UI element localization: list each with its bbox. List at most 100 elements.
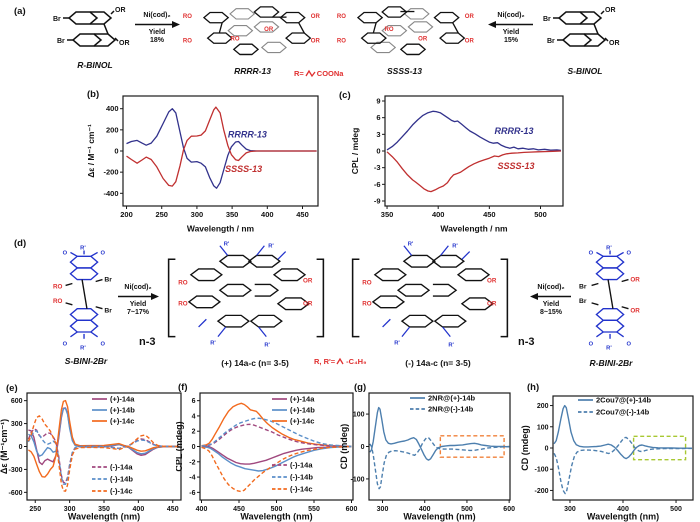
r-binol-structure: Br Br OR OR (53, 7, 130, 47)
or-label: OR (115, 7, 126, 14)
y-tick-label: -2 (189, 459, 195, 466)
x-tick-label: 400 (196, 506, 208, 513)
x-tick-label: 250 (155, 210, 168, 219)
alkyl-zigzag-icon (305, 69, 316, 78)
cpl-spectrum-chart-f: 400 450 500 550 600 -6 -4 -2 0 2 4 6 Wavelength (nm)… (174, 383, 360, 522)
r-prime-label: R' (210, 340, 216, 346)
series-(+)-14a (201, 445, 352, 465)
y-tick-label: 0 (361, 444, 365, 451)
reaction-arrow-d2: Ni(cod)₂ Yield 8~15% (528, 284, 574, 317)
y-axis-label: CPL / mdeg (350, 128, 360, 175)
x-tick-label: 400 (419, 506, 431, 513)
x-axis-label: Wavelength (nm) (68, 512, 140, 522)
plot-frame (384, 95, 564, 207)
r-rprime-definition: R, R'= -C₄H₉ (314, 357, 366, 366)
x-tick-label: 600 (503, 506, 515, 513)
chart-canvas-c: 350 400 450 500 -9 -6 -3 0 3 6 9 Wavelength / nm CPL… (350, 95, 564, 234)
ssss-13-structure: RO RO RO OR OR OR (337, 6, 475, 56)
y-tick-label: 100 (353, 412, 365, 419)
br-label: Br (104, 277, 112, 284)
y-tick-label: -100 (350, 476, 364, 483)
oxygen-label: O (589, 342, 594, 348)
r-prime-label: R' (264, 342, 270, 348)
chart-canvas-g: 300 400 500 600 -100 0 100 Wavelength (nm) CD (m… (339, 392, 515, 522)
ro-label: RO (53, 298, 63, 305)
s-bini-2br-name: S-BINI-2Br (64, 356, 108, 366)
arrow-right-icon (118, 293, 159, 301)
y-tick-label: 100 (537, 424, 549, 431)
r-prime-label: R' (268, 244, 274, 250)
legend-label: (+)-14a (110, 395, 135, 404)
curve-annotation: RRRR-13 (494, 126, 533, 136)
legend-label: (-)-14c (290, 485, 313, 494)
reaction-arrow-a1: Ni(cod)₂ Yield 18% (133, 12, 181, 45)
x-tick-label: 400 (432, 210, 445, 219)
series-RRRR-13 (386, 110, 562, 152)
r-bini-2br-name: R-BINI-2Br (589, 358, 633, 368)
reagent-label: Ni(cod)₂ (497, 12, 525, 19)
legend-label: 2Cou7@(-)-14b (596, 408, 650, 417)
or-label: OR (311, 14, 321, 20)
x-tick-label: 350 (98, 506, 110, 513)
or-label: OR (630, 277, 640, 284)
series-(-)-14b (201, 417, 352, 448)
y-tick-label: 6 (192, 398, 196, 405)
chart-canvas-e: 250 300 350 400 450 -600 -300 0 300 600 Wavelength… (0, 392, 182, 522)
ro-label: RO (183, 38, 192, 44)
y-tick-label: -9 (374, 197, 381, 206)
y-tick-label: 3 (376, 130, 380, 139)
series-(-)-14a (201, 423, 352, 448)
y-tick-label: 0 (376, 147, 380, 156)
r-prime-label: R' (448, 342, 454, 348)
legend-label: 2Cou7@(+)-14b (596, 396, 651, 405)
x-tick-label: 350 (381, 210, 394, 219)
arrow-left-icon (488, 21, 533, 29)
ssss-13-name: SSSS-13 (387, 66, 422, 76)
br-label: Br (579, 283, 587, 290)
y-tick-label: -200 (534, 488, 548, 495)
y-axis-label: Δε / M⁻¹ cm⁻¹ (86, 124, 96, 178)
r-prime-label: R' (452, 244, 458, 250)
y-axis-label: CD (mdeg) (340, 424, 349, 470)
cd-spectrum-chart-g: 300 400 500 600 -100 0 100 Wavelength (nm) CD (m… (339, 383, 532, 522)
series-2Cou7@(+)-14b (553, 404, 692, 460)
y-tick-label: 0 (114, 147, 118, 156)
x-tick-label: 200 (120, 210, 133, 219)
or-label: OR (119, 40, 130, 47)
or-label: OR (465, 14, 475, 20)
ro-label: RO (178, 279, 188, 286)
ro-label: RO (362, 301, 372, 308)
plus-14-name: (+) 14a-c (n= 3-5) (221, 358, 289, 368)
oxygen-label: O (627, 250, 632, 256)
legend-label: (-)-14b (290, 473, 313, 482)
panel-b-label: (b) (87, 89, 100, 100)
series-(-)-14a (27, 428, 180, 484)
y-tick-label: -6 (189, 490, 195, 497)
or-label: OR (418, 36, 428, 42)
legend-label: (+)-14a (290, 395, 315, 404)
y-tick-label: -300 (8, 467, 22, 474)
arrow-right-icon (135, 21, 180, 29)
ro-label: RO (337, 38, 346, 44)
ro-label: RO (178, 301, 188, 308)
panel-c-label: (c) (339, 90, 351, 101)
reaction-arrow-a2: Ni(cod)₂ Yield 15% (486, 12, 536, 45)
y-tick-label: -400 (103, 189, 118, 198)
panel-a-label: (a) (14, 6, 26, 17)
series-2NR@(-)-14b (369, 436, 510, 490)
x-tick-label: 400 (133, 506, 145, 513)
highlight-box (632, 435, 687, 461)
x-tick-label: 300 (64, 506, 76, 513)
y-tick-label: 4 (192, 413, 196, 420)
x-tick-label: 600 (346, 506, 358, 513)
br-label: Br (104, 308, 112, 315)
s-binol-structure: Br Br OR OR (543, 7, 620, 47)
or-label: OR (465, 38, 475, 44)
cd-spectrum-chart-e: 250 300 350 400 450 -600 -300 0 300 600 Wavelength… (0, 383, 186, 522)
series-SSSS-13 (126, 106, 317, 187)
br-label: Br (579, 298, 587, 305)
series-(+)-14a (28, 407, 180, 466)
legend-label: (-)-14b (110, 475, 133, 484)
ro-label: RO (337, 14, 346, 20)
panel-d-label: (d) (14, 238, 27, 249)
